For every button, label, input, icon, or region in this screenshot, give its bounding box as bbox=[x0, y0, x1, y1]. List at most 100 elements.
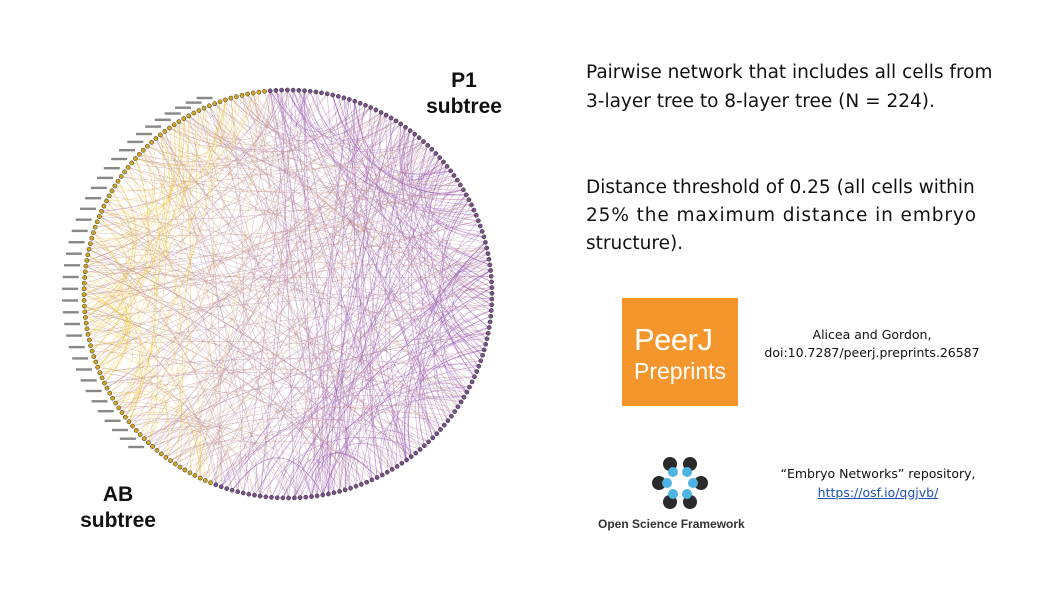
network-edge bbox=[230, 98, 245, 492]
network-node bbox=[115, 178, 121, 184]
network-node bbox=[107, 390, 113, 396]
network-node bbox=[269, 494, 274, 500]
network-edge bbox=[418, 145, 481, 227]
network-node bbox=[416, 135, 422, 141]
network-edge bbox=[111, 90, 305, 192]
node-label-mark bbox=[66, 334, 83, 337]
network-node bbox=[458, 182, 463, 188]
osf-dot bbox=[668, 489, 678, 499]
network-edge bbox=[241, 91, 311, 129]
node-label-mark bbox=[154, 118, 171, 121]
network-node bbox=[485, 251, 491, 256]
network-edge bbox=[205, 90, 282, 481]
network-node bbox=[358, 482, 364, 487]
network-edge bbox=[214, 103, 459, 407]
network-node bbox=[223, 97, 228, 103]
network-node bbox=[235, 489, 241, 495]
network-edge bbox=[139, 112, 197, 435]
network-edge bbox=[115, 397, 168, 451]
node-label-mark bbox=[127, 140, 144, 144]
network-node bbox=[489, 279, 494, 285]
network-node bbox=[137, 432, 143, 437]
network-edge bbox=[305, 452, 378, 498]
repository-link[interactable]: https://osf.io/qgjvb/ bbox=[817, 485, 939, 500]
network-node bbox=[99, 375, 105, 381]
network-node bbox=[341, 95, 347, 101]
network-edge bbox=[333, 123, 402, 493]
network-edge bbox=[84, 153, 436, 313]
network-edge bbox=[454, 258, 491, 272]
p1-subtree-label: P1 subtree bbox=[426, 69, 502, 118]
network-node bbox=[324, 91, 330, 97]
pairwise-network-graph bbox=[62, 87, 495, 501]
network-edge bbox=[89, 339, 142, 418]
network-edge bbox=[165, 440, 335, 493]
network-edge bbox=[194, 92, 260, 476]
network-edge bbox=[188, 115, 477, 216]
network-edge bbox=[412, 141, 464, 195]
network-node bbox=[84, 258, 90, 263]
node-label-mark bbox=[62, 287, 79, 290]
network-node bbox=[469, 379, 475, 385]
network-edge bbox=[127, 167, 157, 422]
network-node bbox=[149, 139, 154, 145]
network-node bbox=[488, 308, 494, 313]
network-edge bbox=[87, 254, 124, 335]
network-edge bbox=[230, 97, 401, 145]
network-edge bbox=[292, 89, 493, 288]
network-node bbox=[95, 364, 100, 370]
network-edge bbox=[391, 344, 486, 470]
network-node bbox=[163, 455, 169, 460]
network-node bbox=[86, 337, 92, 343]
network-edge bbox=[90, 243, 238, 492]
node-label-mark bbox=[97, 410, 114, 413]
network-edge bbox=[259, 436, 421, 497]
osf-dot bbox=[682, 489, 692, 499]
node-label-mark bbox=[119, 149, 135, 152]
network-node bbox=[273, 88, 279, 93]
network-node bbox=[472, 374, 477, 380]
network-node bbox=[486, 256, 492, 262]
citation-authors: Alicea and Gordon, bbox=[812, 327, 932, 342]
network-node bbox=[88, 343, 93, 348]
node-label-mark bbox=[62, 299, 79, 302]
network-edge bbox=[424, 161, 468, 393]
citation-doi: doi:10.7287/peerj.preprints.26587 bbox=[764, 345, 980, 360]
node-label-mark bbox=[164, 112, 181, 115]
node-label-mark bbox=[65, 252, 82, 255]
node-label-mark bbox=[111, 157, 128, 161]
network-edge bbox=[125, 411, 201, 479]
network-edge bbox=[252, 92, 324, 496]
network-node bbox=[313, 89, 319, 95]
node-label-mark bbox=[75, 218, 92, 221]
network-node bbox=[110, 395, 115, 401]
network-edge bbox=[194, 114, 387, 476]
network-edge bbox=[93, 107, 371, 357]
node-label-mark bbox=[80, 207, 96, 210]
network-node bbox=[296, 87, 302, 93]
network-description-line1: Pairwise network that includes all cells… bbox=[586, 62, 993, 83]
network-node bbox=[83, 263, 89, 269]
network-edge bbox=[83, 294, 126, 368]
network-edge bbox=[322, 179, 458, 496]
network-node bbox=[357, 100, 363, 106]
network-node bbox=[87, 241, 93, 247]
network-edge bbox=[165, 117, 392, 458]
network-edge bbox=[93, 232, 357, 487]
network-edge bbox=[97, 367, 201, 479]
network-edge bbox=[85, 317, 169, 458]
network-node bbox=[201, 105, 207, 111]
network-node bbox=[192, 473, 198, 478]
network-node bbox=[337, 489, 342, 494]
network-node bbox=[489, 296, 495, 302]
network-node bbox=[474, 369, 480, 374]
network-edge bbox=[83, 93, 328, 295]
network-node bbox=[384, 469, 390, 475]
network-node bbox=[229, 487, 235, 493]
network-node bbox=[484, 245, 490, 251]
network-node bbox=[437, 155, 443, 160]
network-node bbox=[118, 174, 124, 179]
network-edge bbox=[275, 90, 361, 132]
network-node bbox=[83, 320, 89, 326]
network-edge bbox=[398, 134, 433, 438]
